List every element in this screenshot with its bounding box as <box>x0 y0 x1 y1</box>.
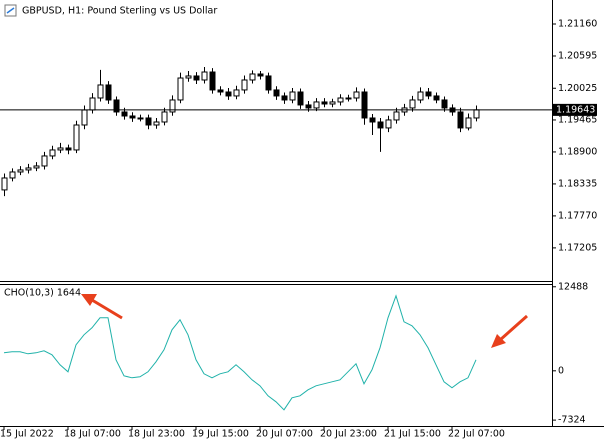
candle-body <box>425 91 432 97</box>
indicator-line <box>3 294 477 411</box>
candle-body <box>385 119 392 129</box>
x-tick-label: 20 Jul 07:00 <box>256 429 313 440</box>
candle-body <box>289 91 296 101</box>
y-tick-label: 1.17205 <box>558 242 597 253</box>
candle-body <box>97 84 104 99</box>
x-tick-label: 19 Jul 15:00 <box>192 429 249 440</box>
candle-body <box>89 97 96 111</box>
y-tick-label: 1.18335 <box>558 178 597 189</box>
candle-body <box>241 79 248 91</box>
candle-body <box>25 167 32 171</box>
candle-body <box>257 73 264 77</box>
candle-body <box>313 101 320 109</box>
candle-body <box>113 99 120 113</box>
y-tick-label: 1.20025 <box>558 83 597 94</box>
candle-body <box>393 111 400 121</box>
y-tick-label: 1.18900 <box>558 146 597 157</box>
candle-body <box>273 89 280 97</box>
candle-body <box>409 99 416 109</box>
x-tick-label: 15 Jul 2022 <box>0 429 54 440</box>
candle-body <box>81 109 88 126</box>
y-tick-label: -7324 <box>558 415 586 426</box>
candle-body <box>233 89 240 97</box>
candle-body <box>65 147 72 151</box>
y-tick-label: 0 <box>558 365 564 376</box>
candle-body <box>137 117 144 120</box>
candle-body <box>209 71 216 91</box>
candle-body <box>329 101 336 105</box>
candle-body <box>41 155 48 167</box>
x-tick-label: 20 Jul 23:00 <box>320 429 377 440</box>
candle-body <box>1 177 8 191</box>
candle-body <box>105 84 112 101</box>
x-tick-label: 18 Jul 07:00 <box>64 429 121 440</box>
candle-body <box>49 149 56 157</box>
y-tick-label: 1.21160 <box>558 19 597 30</box>
y-tick-label: 1.19465 <box>558 114 597 125</box>
candle-body <box>321 101 328 105</box>
price-label: 1.19643 <box>556 104 595 115</box>
candle-body <box>177 77 184 101</box>
candle-body <box>17 169 24 173</box>
candle-body <box>457 111 464 129</box>
candle-body <box>145 117 152 126</box>
candle-body <box>305 104 312 109</box>
candle-body <box>73 124 80 151</box>
y-tick-label: 1.20595 <box>558 50 597 61</box>
candle-body <box>361 91 368 119</box>
candle-body <box>33 165 40 169</box>
candle-body <box>297 91 304 106</box>
x-tick-label: 22 Jul 07:00 <box>448 429 505 440</box>
candle-body <box>129 115 136 119</box>
candle-body <box>201 71 208 81</box>
arrow-shaft <box>499 314 528 342</box>
candle-body <box>473 109 480 119</box>
arrow-head <box>491 334 506 348</box>
candle-body <box>249 73 256 81</box>
arrow-shaft <box>91 298 123 320</box>
candle-body <box>161 111 168 123</box>
price-label-box <box>553 103 597 116</box>
candle-body <box>433 95 440 101</box>
candle-body <box>217 89 224 93</box>
candle-body <box>225 91 232 97</box>
x-tick-label: 21 Jul 15:00 <box>384 429 441 440</box>
candle-body <box>153 121 160 126</box>
candle-body <box>57 147 64 151</box>
candle-body <box>193 75 200 81</box>
candle-body <box>417 91 424 101</box>
y-tick-label: 12488 <box>558 281 588 292</box>
candle-body <box>9 171 16 179</box>
candle-body <box>377 121 384 129</box>
y-tick-label: 1.17770 <box>558 210 597 221</box>
indicator-title: CHO(10,3) 1644 <box>4 288 81 299</box>
candle-body <box>281 95 288 101</box>
candle-body <box>337 97 344 103</box>
candle-body <box>465 117 472 129</box>
candle-body <box>441 99 448 109</box>
candle-body <box>121 111 128 117</box>
chart-title: GBPUSD, H1: Pound Sterling vs US Dollar <box>22 6 217 17</box>
annotation-arrow <box>81 294 528 348</box>
candle-body <box>185 75 192 79</box>
candle-body <box>169 99 176 113</box>
x-tick-label: 18 Jul 23:00 <box>128 429 185 440</box>
candle-body <box>353 91 360 99</box>
arrow-head <box>81 294 97 306</box>
symbol-icon <box>6 7 15 14</box>
candle-body <box>265 75 272 91</box>
candle-body <box>369 117 376 123</box>
candle-body <box>345 97 352 100</box>
